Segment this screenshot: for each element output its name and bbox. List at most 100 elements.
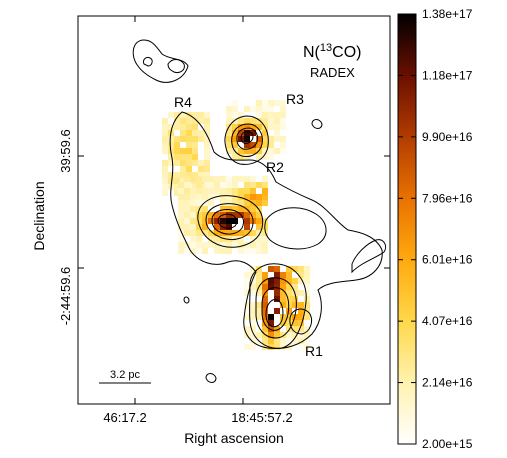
heatmap-pixel xyxy=(184,218,190,224)
heatmap-pixel xyxy=(274,100,280,106)
heatmap-pixel xyxy=(244,242,250,248)
heatmap-pixel xyxy=(244,290,250,296)
heatmap-pixel xyxy=(250,106,256,112)
heatmap-pixel xyxy=(192,118,198,124)
heatmap-pixel xyxy=(244,326,250,332)
heatmap-pixel xyxy=(268,314,274,320)
heatmap-pixel xyxy=(202,188,208,194)
heatmap-pixel xyxy=(214,230,220,236)
heatmap-pixel xyxy=(190,176,196,182)
heatmap-pixel xyxy=(196,200,202,206)
heatmap-pixel xyxy=(268,142,274,148)
heatmap-pixel xyxy=(184,224,190,230)
heatmap-pixel xyxy=(178,188,184,194)
heatmap-pixel xyxy=(226,200,232,206)
heatmap-pixel xyxy=(262,296,268,302)
heatmap-pixel xyxy=(204,112,210,118)
contour-r3-3 xyxy=(236,127,259,150)
heatmap-pixel xyxy=(298,308,304,314)
heatmap-pixel xyxy=(286,314,292,320)
heatmap-pixel xyxy=(304,290,310,296)
heatmap-pixel xyxy=(250,230,256,236)
heatmap-pixel xyxy=(184,182,190,188)
heatmap-pixel xyxy=(238,112,244,118)
heatmap-pixel xyxy=(298,290,304,296)
heatmap-pixel xyxy=(202,206,208,212)
contour-east-tail xyxy=(351,239,387,274)
heatmap-pixel xyxy=(304,326,310,332)
x-tick-label: 46:17.2 xyxy=(103,410,146,425)
chart-subtitle: RADEX xyxy=(310,65,355,80)
heatmap-pixel xyxy=(274,266,280,272)
heatmap-pixel xyxy=(256,224,262,230)
heatmap-pixel xyxy=(286,290,292,296)
heatmap-pixel xyxy=(192,184,198,190)
heatmap-pixel xyxy=(196,242,202,248)
heatmap-pixel xyxy=(268,296,274,302)
heatmap-pixel xyxy=(238,118,244,124)
heatmap-pixel xyxy=(198,130,204,136)
heatmap-pixel xyxy=(292,320,298,326)
heatmap-pixel xyxy=(262,314,268,320)
heatmap-pixel xyxy=(168,160,174,166)
heatmap-pixel xyxy=(232,124,238,130)
tick-marks xyxy=(78,16,390,404)
heatmap-pixel xyxy=(190,230,196,236)
heatmap-pixel xyxy=(162,160,168,166)
heatmap-pixel xyxy=(178,224,184,230)
heatmap-pixel xyxy=(280,332,286,338)
heatmap-pixel xyxy=(202,224,208,230)
heatmap-pixel xyxy=(178,194,184,200)
heatmap-pixel xyxy=(250,332,256,338)
heatmap-pixel xyxy=(280,142,286,148)
heatmap-pixel xyxy=(220,218,226,224)
heatmap-pixel xyxy=(186,142,192,148)
heatmap-pixel xyxy=(220,248,226,254)
heatmap-pixel xyxy=(214,242,220,248)
heatmap-pixel xyxy=(274,338,280,344)
heatmap-pixel xyxy=(204,184,210,190)
heatmap-pixel xyxy=(256,248,262,254)
heatmap-layer xyxy=(162,100,310,350)
heatmap-pixel xyxy=(244,224,250,230)
heatmap-pixel xyxy=(274,124,280,130)
heatmap-pixel xyxy=(262,278,268,284)
heatmap-pixel xyxy=(226,112,232,118)
heatmap-pixel xyxy=(244,200,250,206)
heatmap-pixel xyxy=(298,338,304,344)
heatmap-pixel xyxy=(196,188,202,194)
heatmap-pixel xyxy=(168,124,174,130)
heatmap-pixel xyxy=(244,272,250,278)
heatmap-pixel xyxy=(202,212,208,218)
heatmap-pixel xyxy=(162,172,168,178)
heatmap-pixel xyxy=(250,314,256,320)
region-label-r2: R2 xyxy=(266,159,284,175)
heatmap-pixel xyxy=(202,176,208,182)
heatmap-pixel xyxy=(214,224,220,230)
heatmap-pixel xyxy=(250,302,256,308)
heatmap-pixel xyxy=(208,188,214,194)
heatmap-pixel xyxy=(180,160,186,166)
heatmap-pixel xyxy=(190,242,196,248)
heatmap-pixel xyxy=(238,154,244,160)
heatmap-pixel xyxy=(214,248,220,254)
heatmap-pixel xyxy=(304,338,310,344)
heatmap-pixel xyxy=(298,326,304,332)
heatmap-pixel xyxy=(186,172,192,178)
contour-r2-3 xyxy=(211,209,245,235)
heatmap-pixel xyxy=(180,118,186,124)
heatmap-pixel xyxy=(238,206,244,212)
heatmap-pixel xyxy=(232,176,238,182)
heatmap-pixel xyxy=(178,242,184,248)
heatmap-pixel xyxy=(280,136,286,142)
heatmap-pixel xyxy=(280,320,286,326)
heatmap-pixel xyxy=(180,178,186,184)
heatmap-pixel xyxy=(192,160,198,166)
heatmap-pixel xyxy=(232,100,238,106)
heatmap-pixel xyxy=(162,124,168,130)
heatmap-pixel xyxy=(286,278,292,284)
heatmap-pixel xyxy=(256,308,262,314)
contour-r2-4 xyxy=(217,213,238,229)
heatmap-pixel xyxy=(262,142,268,148)
heatmap-pixel xyxy=(256,302,262,308)
